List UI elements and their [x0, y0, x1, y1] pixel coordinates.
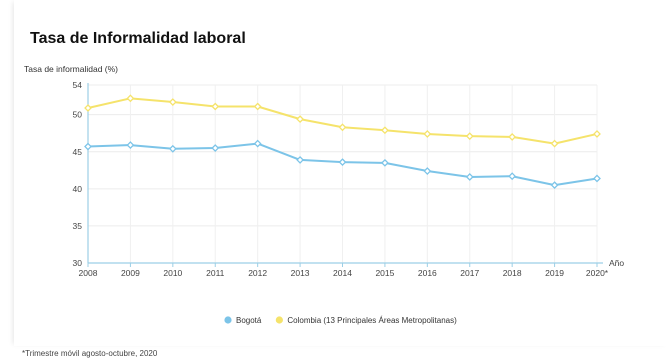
y-tick-label: 50 — [73, 110, 83, 120]
axes — [88, 83, 603, 267]
data-point[interactable] — [340, 124, 346, 130]
data-point[interactable] — [170, 99, 176, 105]
data-point[interactable] — [127, 95, 133, 101]
y-tick-labels: 30 35 40 45 50 54 — [73, 80, 83, 268]
x-tick-label: 2013 — [291, 268, 310, 278]
x-tick-labels: 2008 2009 2010 2011 2012 2013 2014 2015 2016 2017… — [79, 268, 609, 278]
data-point[interactable] — [467, 133, 473, 139]
data-point[interactable] — [212, 145, 218, 151]
x-tick-label: 2011 — [206, 268, 225, 278]
data-point[interactable] — [467, 174, 473, 180]
data-point[interactable] — [340, 159, 346, 165]
data-point[interactable] — [127, 142, 133, 148]
data-point[interactable] — [424, 131, 430, 137]
data-point[interactable] — [594, 131, 600, 137]
y-tick-label: 30 — [73, 258, 83, 268]
y-tick-label: 54 — [73, 80, 83, 90]
data-point[interactable] — [552, 141, 558, 147]
x-tick-label: 2018 — [503, 268, 522, 278]
data-point[interactable] — [594, 175, 600, 181]
x-tick-label: 2012 — [248, 268, 267, 278]
data-point[interactable] — [552, 182, 558, 188]
legend-marker — [224, 316, 231, 323]
x-tick-label: 2016 — [418, 268, 437, 278]
x-axis-label: Año — [609, 258, 624, 268]
legend-label: Bogotá — [236, 316, 262, 325]
x-tick-label: 2019 — [545, 268, 564, 278]
grid-lines — [88, 85, 597, 263]
data-point[interactable] — [382, 127, 388, 133]
footnote: *Trimestre móvil agosto-octubre, 2020 — [22, 349, 157, 358]
data-point[interactable] — [170, 146, 176, 152]
x-tick-label: 2017 — [460, 268, 479, 278]
data-point[interactable] — [297, 157, 303, 163]
data-point[interactable] — [424, 168, 430, 174]
data-point[interactable] — [85, 144, 91, 150]
x-tick-label: 2020* — [586, 268, 609, 278]
legend-label: Colombia (13 Principales Áreas Metropoli… — [287, 316, 457, 325]
data-point[interactable] — [212, 104, 218, 110]
x-tick-label: 2010 — [163, 268, 182, 278]
y-tick-label: 40 — [73, 184, 83, 194]
x-tick-label: 2014 — [333, 268, 352, 278]
x-tick-label: 2015 — [375, 268, 394, 278]
data-point[interactable] — [382, 160, 388, 166]
data-point[interactable] — [509, 134, 515, 140]
legend: Bogotá Colombia (13 Principales Áreas Met… — [224, 316, 457, 325]
y-tick-label: 45 — [73, 147, 83, 157]
x-tick-label: 2009 — [121, 268, 140, 278]
data-point[interactable] — [255, 104, 261, 110]
data-point[interactable] — [509, 173, 515, 179]
x-tick-label: 2008 — [79, 268, 98, 278]
data-point[interactable] — [255, 141, 261, 147]
y-tick-label: 35 — [73, 221, 83, 231]
data-point[interactable] — [85, 105, 91, 111]
legend-marker — [276, 316, 283, 323]
data-point[interactable] — [297, 116, 303, 122]
